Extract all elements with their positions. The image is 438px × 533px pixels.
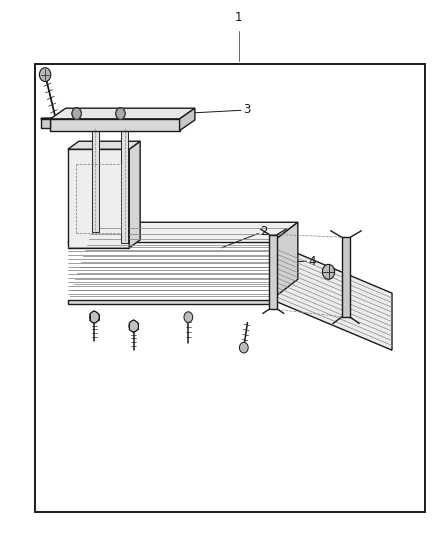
Polygon shape [50,119,180,131]
Circle shape [72,108,81,119]
Polygon shape [342,237,350,317]
Polygon shape [121,128,128,243]
Circle shape [240,342,248,353]
Polygon shape [41,118,52,119]
Circle shape [322,264,335,279]
Circle shape [184,312,193,322]
Polygon shape [41,119,50,128]
Polygon shape [269,235,277,309]
Bar [35,64,425,512]
Polygon shape [68,149,129,248]
Circle shape [116,108,125,119]
Text: 2: 2 [261,225,268,238]
Polygon shape [68,300,272,304]
Polygon shape [68,222,298,243]
Circle shape [39,68,51,82]
Polygon shape [180,108,195,131]
Polygon shape [272,243,392,350]
Polygon shape [68,141,140,149]
Polygon shape [272,222,298,300]
Circle shape [89,311,99,323]
Polygon shape [50,108,195,119]
Text: 3: 3 [243,103,251,116]
Polygon shape [129,141,140,248]
Text: 1: 1 [235,11,243,24]
Text: 4: 4 [309,255,316,268]
Circle shape [129,320,138,332]
Polygon shape [92,128,99,232]
